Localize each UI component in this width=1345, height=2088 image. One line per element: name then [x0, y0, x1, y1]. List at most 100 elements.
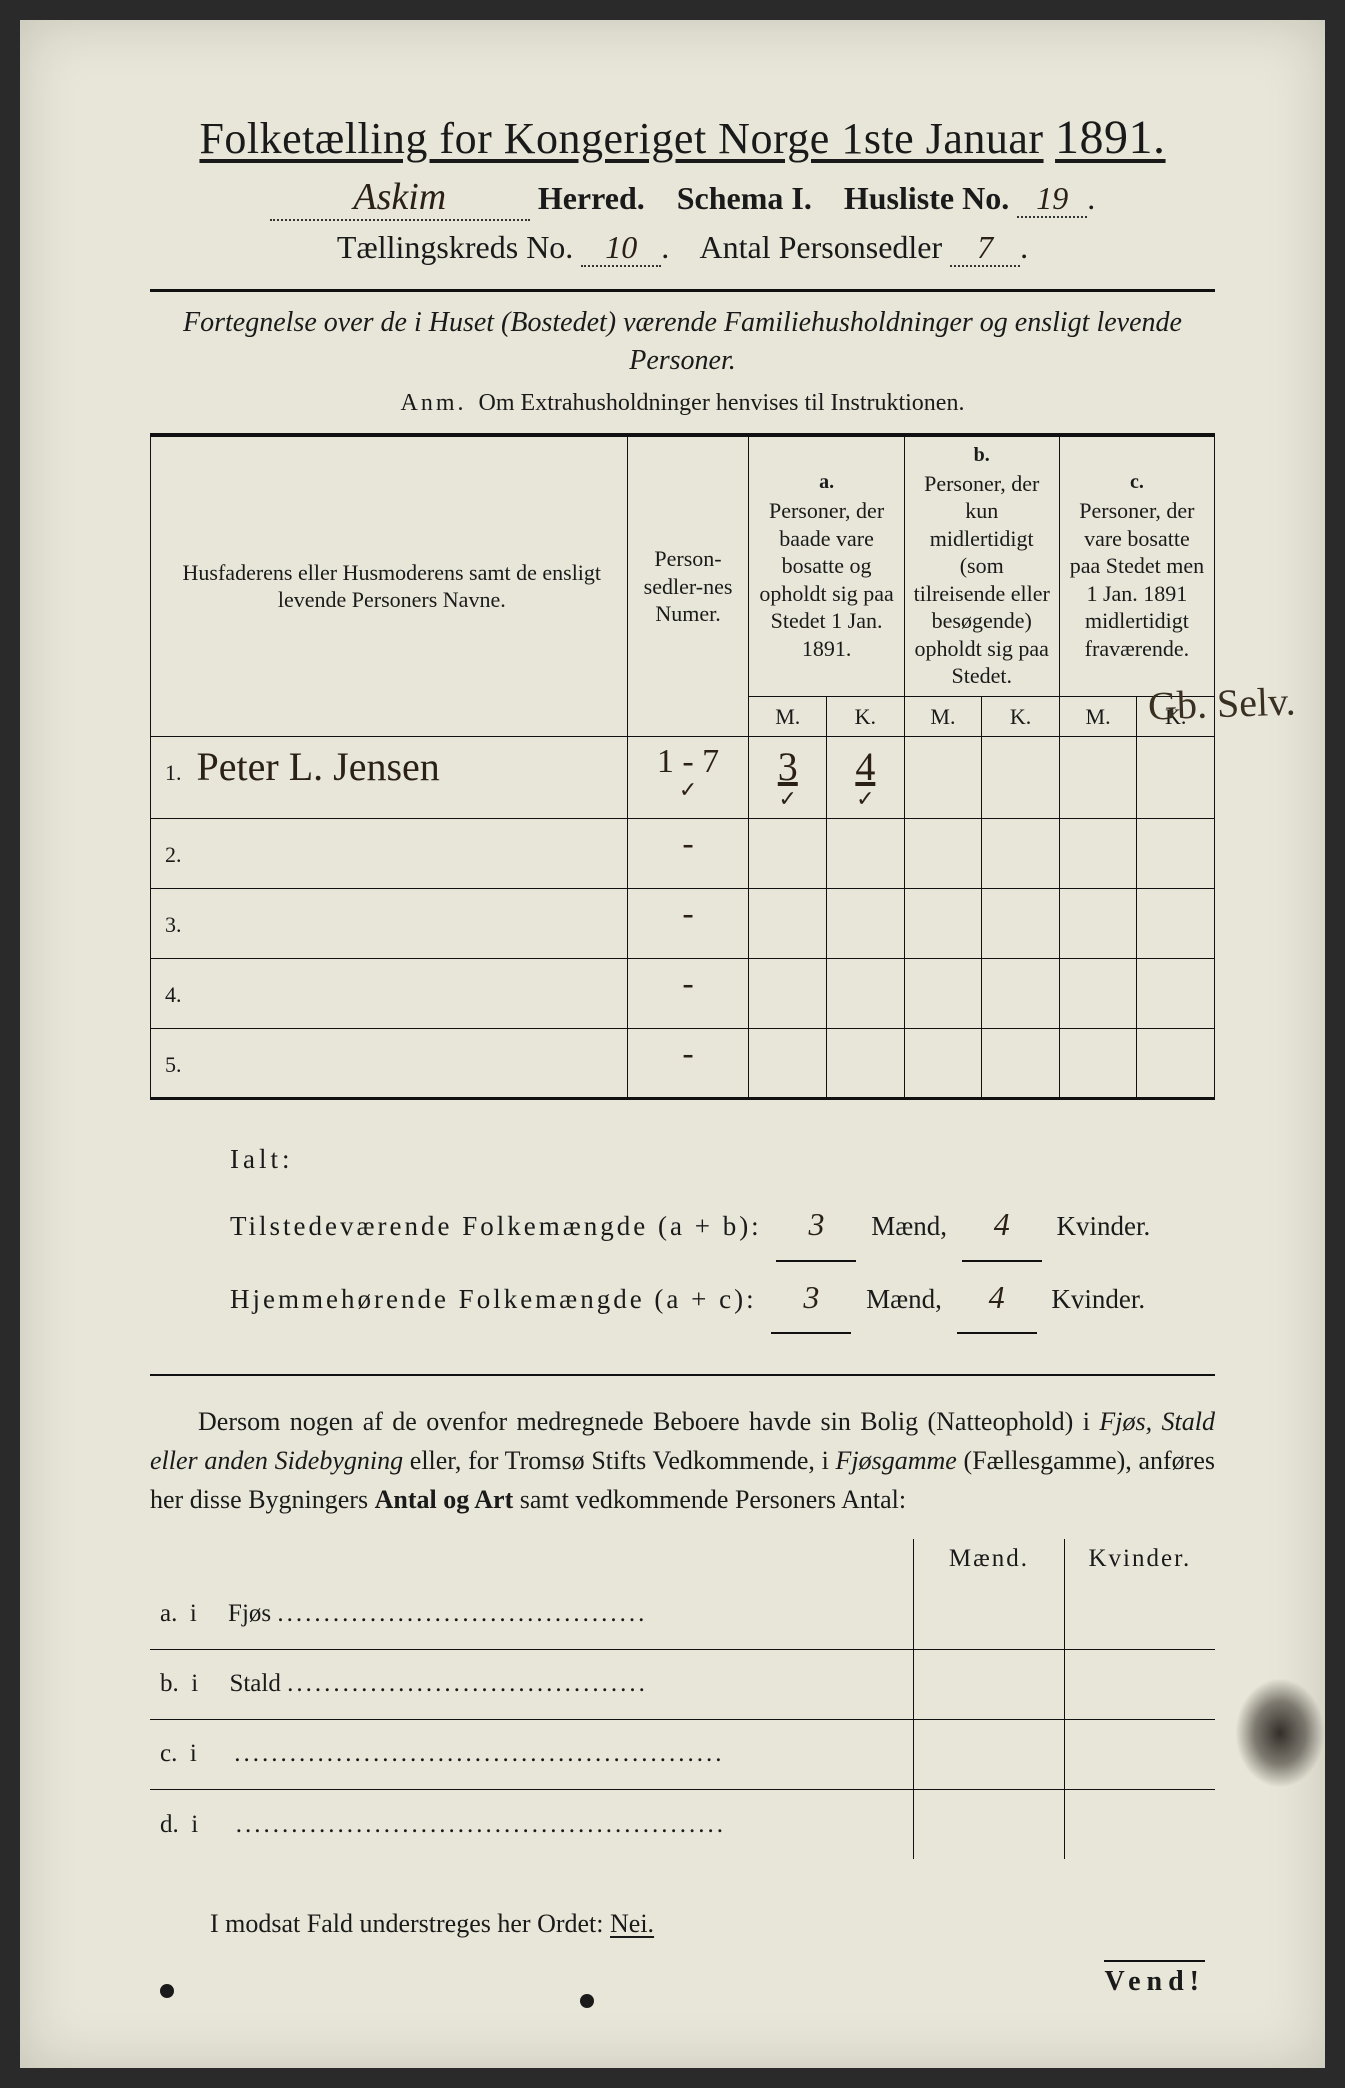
- table-row: 1. Peter L. Jensen1 - 7✓3✓4✓: [151, 737, 1215, 819]
- vend-label: Vend!: [1104, 1960, 1205, 1998]
- lower-block: Mænd. Kvinder. a. i Fjøs ...............…: [150, 1539, 1215, 1859]
- lower-row-m: [914, 1719, 1065, 1789]
- dot-mark: [580, 1994, 594, 2008]
- row-num: -: [627, 959, 749, 1029]
- lower-maend-header: Mænd.: [914, 1539, 1065, 1579]
- lower-table: Mænd. Kvinder. a. i Fjøs ...............…: [150, 1539, 1215, 1859]
- margin-note: Gb. Selv.: [1147, 677, 1296, 729]
- ialt-label: Ialt:: [230, 1130, 1215, 1189]
- herred-label: Herred.: [538, 180, 645, 216]
- row-aM: [749, 889, 827, 959]
- row-bM: [904, 959, 982, 1029]
- row-aM: [749, 819, 827, 889]
- lower-row: b. i Stald .............................…: [150, 1649, 1215, 1719]
- anm-text: Om Extrahusholdninger henvises til Instr…: [479, 390, 965, 416]
- col-a-k: K.: [827, 696, 905, 737]
- row-aK: [827, 1029, 905, 1099]
- herred-value: Askim: [270, 175, 530, 221]
- dot-mark: [160, 1984, 174, 1998]
- lower-row-label: d. i ...................................…: [150, 1789, 914, 1859]
- anm-label: Anm.: [401, 390, 467, 416]
- row-aK: [827, 889, 905, 959]
- totals-line-2: Hjemmehørende Folkemængde (a + c): 3 Mæn…: [230, 1262, 1215, 1334]
- col-a-m: M.: [749, 696, 827, 737]
- lower-row: c. i ...................................…: [150, 1719, 1215, 1789]
- kreds-label: Tællingskreds No.: [337, 229, 573, 265]
- table-row: 4. -: [151, 959, 1215, 1029]
- page-title: Folketælling for Kongeriget Norge 1ste J…: [150, 110, 1215, 165]
- subtitle: Fortegnelse over de i Huset (Bostedet) v…: [150, 304, 1215, 380]
- row-aM: [749, 1029, 827, 1099]
- lower-row-m: [914, 1649, 1065, 1719]
- row-bM: [904, 889, 982, 959]
- lower-row-label: b. i Stald .............................…: [150, 1649, 914, 1719]
- row-cM: [1059, 959, 1137, 1029]
- row-aK: [827, 959, 905, 1029]
- lower-row-k: [1064, 1719, 1215, 1789]
- personsedler-label: Antal Personsedler: [700, 229, 943, 265]
- row-bK: [982, 1029, 1060, 1099]
- totals-line-1: Tilstedeværende Folkemængde (a + b): 3 M…: [230, 1189, 1215, 1261]
- lower-row-m: [914, 1579, 1065, 1649]
- divider-2: [150, 1374, 1215, 1376]
- footer-line: I modsat Fald understreges her Ordet: Ne…: [150, 1909, 1215, 1939]
- row-name: 4.: [151, 959, 628, 1029]
- nei-word: Nei.: [610, 1909, 654, 1938]
- row-cM: [1059, 737, 1137, 819]
- row-num: -: [627, 889, 749, 959]
- lower-kvinder-header: Kvinder.: [1064, 1539, 1215, 1579]
- title-year: 1891.: [1055, 111, 1166, 164]
- row-aK: 4✓: [827, 737, 905, 819]
- row-bM: [904, 819, 982, 889]
- header-line-2: Askim Herred. Schema I. Husliste No. 19.: [150, 175, 1215, 221]
- row-cM: [1059, 819, 1137, 889]
- l1-kvinder-value: 4: [962, 1189, 1042, 1261]
- row-cK: [1137, 959, 1215, 1029]
- main-table: Husfaderens eller Husmoderens samt de en…: [150, 433, 1215, 1101]
- husliste-value: 19: [1017, 180, 1087, 218]
- paragraph: Dersom nogen af de ovenfor medregnede Be…: [150, 1402, 1215, 1519]
- col-a: a. Personer, der baade vare bosatte og o…: [749, 435, 904, 697]
- row-bM: [904, 1029, 982, 1099]
- header-line-3: Tællingskreds No. 10. Antal Personsedler…: [150, 229, 1215, 267]
- col-c: c. Personer, der vare bosatte paa Stedet…: [1059, 435, 1214, 697]
- row-num: -: [627, 819, 749, 889]
- col-b: b. Personer, der kun midlertidigt (som t…: [904, 435, 1059, 697]
- personsedler-value: 7: [950, 229, 1020, 267]
- lower-row: d. i ...................................…: [150, 1789, 1215, 1859]
- kreds-value: 10: [581, 229, 661, 267]
- schema-label: Schema I.: [677, 180, 812, 216]
- l2-kvinder-value: 4: [957, 1262, 1037, 1334]
- row-aM: [749, 959, 827, 1029]
- row-bM: [904, 737, 982, 819]
- row-bK: [982, 819, 1060, 889]
- row-bK: [982, 889, 1060, 959]
- col-num: Person-sedler-nes Numer.: [627, 435, 749, 737]
- title-text: Folketælling for Kongeriget Norge 1ste J…: [199, 114, 1043, 163]
- totals-block: Ialt: Tilstedeværende Folkemængde (a + b…: [150, 1130, 1215, 1334]
- row-bK: [982, 737, 1060, 819]
- lower-row-k: [1064, 1579, 1215, 1649]
- lower-row: a. i Fjøs ..............................…: [150, 1579, 1215, 1649]
- row-cK: [1137, 1029, 1215, 1099]
- row-cK: [1137, 889, 1215, 959]
- col-name: Husfaderens eller Husmoderens samt de en…: [151, 435, 628, 737]
- lower-row-label: a. i Fjøs ..............................…: [150, 1579, 914, 1649]
- census-form-page: Folketælling for Kongeriget Norge 1ste J…: [20, 20, 1325, 2068]
- table-row: 2. -: [151, 819, 1215, 889]
- ink-smudge: [1235, 1678, 1325, 1788]
- divider: [150, 289, 1215, 292]
- lower-row-label: c. i ...................................…: [150, 1719, 914, 1789]
- row-cM: [1059, 1029, 1137, 1099]
- l1-maend-value: 3: [776, 1189, 856, 1261]
- row-name: 5.: [151, 1029, 628, 1099]
- row-cM: [1059, 889, 1137, 959]
- row-num: 1 - 7✓: [627, 737, 749, 819]
- row-num: -: [627, 1029, 749, 1099]
- row-name: 3.: [151, 889, 628, 959]
- col-c-m: M.: [1059, 696, 1137, 737]
- row-cK: [1137, 737, 1215, 819]
- table-row: 5. -: [151, 1029, 1215, 1099]
- col-b-k: K.: [982, 696, 1060, 737]
- row-name: 2.: [151, 819, 628, 889]
